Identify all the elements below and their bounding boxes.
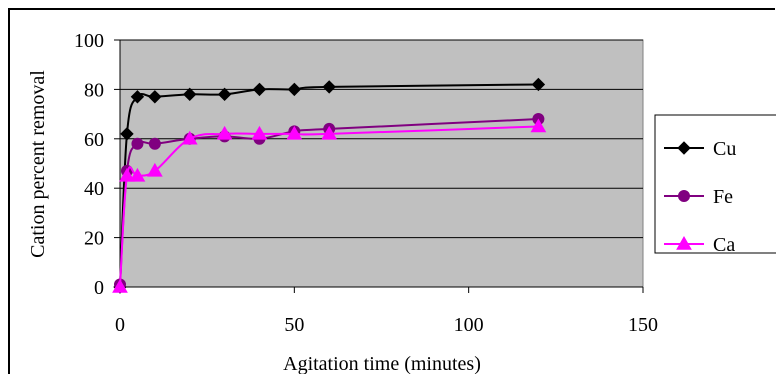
x-axis-label: Agitation time (minutes) bbox=[283, 353, 481, 374]
legend-label-ca: Ca bbox=[713, 234, 735, 256]
data-point-fe bbox=[131, 137, 144, 150]
legend-marker-ca bbox=[676, 235, 692, 250]
x-tick-labels: 0 50 100 150 bbox=[115, 314, 658, 336]
legend-marker-cu bbox=[677, 141, 691, 155]
data-point-cu bbox=[322, 80, 336, 94]
y-tick-label: 60 bbox=[84, 129, 104, 151]
data-point-ca bbox=[119, 167, 135, 182]
data-point-ca bbox=[112, 278, 128, 293]
data-point-fe bbox=[148, 137, 161, 150]
data-point-cu bbox=[148, 90, 162, 104]
data-point-cu bbox=[531, 77, 546, 92]
legend: Cu Fe Ca bbox=[654, 114, 776, 256]
data-point-cu bbox=[120, 127, 134, 141]
data-point-ca bbox=[129, 167, 146, 182]
series-cu bbox=[113, 77, 546, 294]
series-ca bbox=[112, 118, 547, 293]
chart-frame bbox=[8, 8, 775, 374]
legend-marker-fe bbox=[678, 190, 690, 202]
x-tick-label: 150 bbox=[628, 314, 658, 336]
x-tick-label: 50 bbox=[284, 314, 304, 336]
y-tick-labels: 0 20 40 60 80 100 bbox=[74, 30, 104, 299]
y-tick-label: 100 bbox=[74, 30, 104, 52]
gridlines bbox=[120, 39, 643, 239]
plot-area bbox=[119, 39, 644, 288]
data-point-ca bbox=[530, 118, 547, 133]
data-point-ca bbox=[181, 130, 198, 145]
data-point-cu bbox=[252, 82, 267, 97]
data-point-ca bbox=[251, 125, 268, 140]
legend-box bbox=[654, 114, 776, 254]
y-tick-label: 20 bbox=[84, 228, 104, 250]
x-tick-label: 0 bbox=[115, 314, 125, 336]
y-tick-label: 80 bbox=[84, 79, 104, 101]
legend-label-cu: Cu bbox=[713, 138, 736, 160]
series-group bbox=[112, 77, 547, 294]
data-point-cu bbox=[287, 82, 302, 97]
data-point-ca bbox=[321, 125, 338, 140]
y-axis-label: Cation percent removal bbox=[27, 70, 49, 258]
data-point-cu bbox=[130, 90, 145, 104]
data-point-ca bbox=[147, 162, 163, 177]
y-tick-label: 40 bbox=[84, 178, 104, 200]
data-point-ca bbox=[286, 125, 303, 140]
data-point-ca bbox=[216, 125, 233, 140]
legend-label-fe: Fe bbox=[713, 186, 733, 208]
data-point-cu bbox=[217, 87, 232, 102]
x-tick-label: 100 bbox=[454, 314, 484, 336]
y-tick-label: 0 bbox=[94, 277, 104, 299]
data-point-cu bbox=[183, 87, 197, 102]
